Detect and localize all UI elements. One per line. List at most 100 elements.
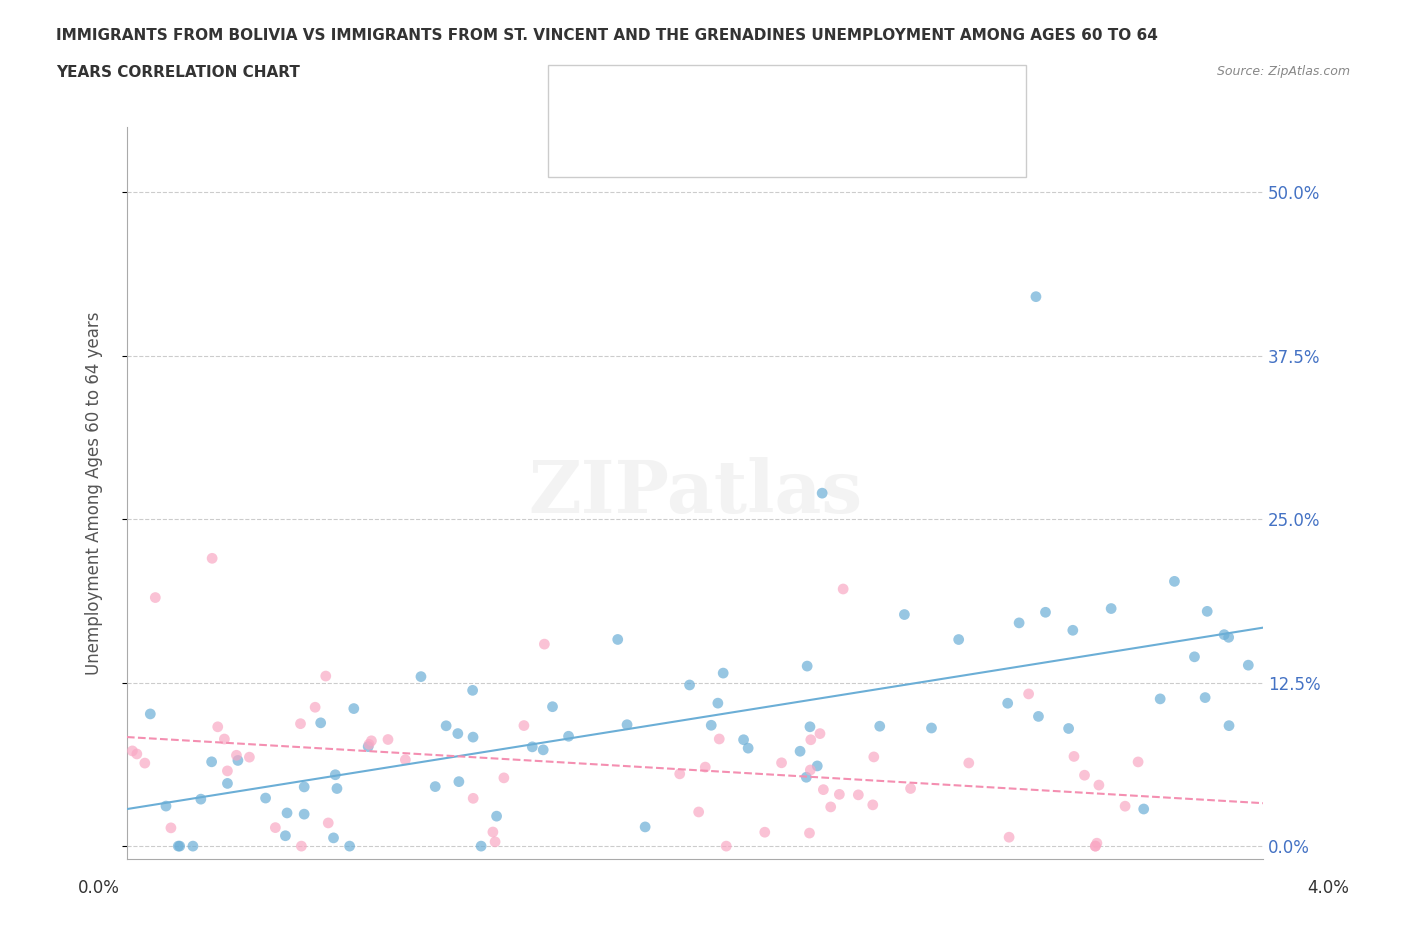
Point <box>143 591 166 605</box>
Point <box>1084 839 1107 854</box>
Point <box>1057 721 1080 736</box>
Point <box>447 726 470 741</box>
Point <box>1237 658 1260 672</box>
Point <box>238 750 260 764</box>
Point <box>688 804 710 819</box>
Point <box>531 742 554 757</box>
Point <box>707 696 730 711</box>
Point <box>541 699 564 714</box>
Point <box>290 839 312 854</box>
Text: Source: ZipAtlas.com: Source: ZipAtlas.com <box>1216 65 1350 78</box>
Text: R =  0.302   N = 71: R = 0.302 N = 71 <box>605 100 768 117</box>
Point <box>1213 627 1236 642</box>
Point <box>201 551 224 565</box>
Point <box>155 799 177 814</box>
Point <box>201 754 224 769</box>
Point <box>169 839 191 854</box>
Point <box>274 829 297 844</box>
Point <box>921 721 943 736</box>
Point <box>869 719 891 734</box>
Point <box>957 755 980 770</box>
Point <box>754 825 776 840</box>
Point <box>800 732 823 747</box>
Point <box>167 839 190 854</box>
Text: 0.0%: 0.0% <box>77 879 120 897</box>
Point <box>1028 709 1050 724</box>
Point <box>326 781 349 796</box>
Point <box>668 766 690 781</box>
Point <box>1163 574 1185 589</box>
Point <box>997 696 1019 711</box>
Point <box>276 805 298 820</box>
Point <box>357 737 380 751</box>
Point <box>447 774 470 789</box>
Point <box>484 834 506 849</box>
Point <box>1018 686 1040 701</box>
Point <box>820 800 842 815</box>
Point <box>482 825 505 840</box>
Point <box>832 581 855 596</box>
Point <box>461 730 484 745</box>
Text: IMMIGRANTS FROM BOLIVIA VS IMMIGRANTS FROM ST. VINCENT AND THE GRENADINES UNEMPL: IMMIGRANTS FROM BOLIVIA VS IMMIGRANTS FR… <box>56 28 1159 43</box>
Point <box>616 717 638 732</box>
Point <box>606 632 628 647</box>
Point <box>770 755 793 770</box>
Point <box>828 787 851 802</box>
Point <box>998 830 1021 844</box>
Point <box>862 797 884 812</box>
Point <box>806 759 828 774</box>
Point <box>796 658 818 673</box>
Point <box>813 782 835 797</box>
Point <box>1073 768 1095 783</box>
Point <box>339 839 361 854</box>
Point <box>492 770 515 785</box>
Point <box>309 715 332 730</box>
Text: YEARS CORRELATION CHART: YEARS CORRELATION CHART <box>56 65 299 80</box>
Point <box>700 718 723 733</box>
Point <box>485 809 508 824</box>
Point <box>323 767 346 782</box>
Point <box>533 637 555 652</box>
Point <box>522 739 544 754</box>
Point <box>125 747 148 762</box>
Point <box>1008 616 1031 631</box>
Point <box>425 779 447 794</box>
Point <box>1099 601 1122 616</box>
Point <box>217 764 239 778</box>
Point <box>139 707 162 722</box>
Point <box>322 830 344 845</box>
Point <box>1184 649 1206 664</box>
Point <box>463 790 485 805</box>
Point <box>434 718 457 733</box>
Point <box>1114 799 1136 814</box>
Point <box>304 699 326 714</box>
Point <box>695 760 717 775</box>
Point <box>799 826 821 841</box>
Point <box>225 748 247 763</box>
Point <box>846 788 869 803</box>
Point <box>900 781 922 796</box>
Point <box>1088 777 1111 792</box>
Point <box>264 820 287 835</box>
Point <box>799 763 821 777</box>
Point <box>811 485 834 500</box>
Point <box>1062 623 1084 638</box>
Point <box>360 734 382 749</box>
Point <box>394 752 416 767</box>
Y-axis label: Unemployment Among Ages 60 to 64 years: Unemployment Among Ages 60 to 64 years <box>86 312 103 674</box>
Point <box>709 732 731 747</box>
Point <box>470 839 492 854</box>
Point <box>461 683 484 698</box>
Point <box>357 739 380 754</box>
Point <box>217 776 239 790</box>
Point <box>1084 839 1107 854</box>
Point <box>181 839 204 854</box>
Point <box>678 678 700 693</box>
Text: 4.0%: 4.0% <box>1308 879 1350 897</box>
Point <box>315 669 337 684</box>
Point <box>557 729 579 744</box>
Point <box>290 716 312 731</box>
Point <box>254 790 277 805</box>
Point <box>207 720 229 735</box>
Point <box>226 753 249 768</box>
